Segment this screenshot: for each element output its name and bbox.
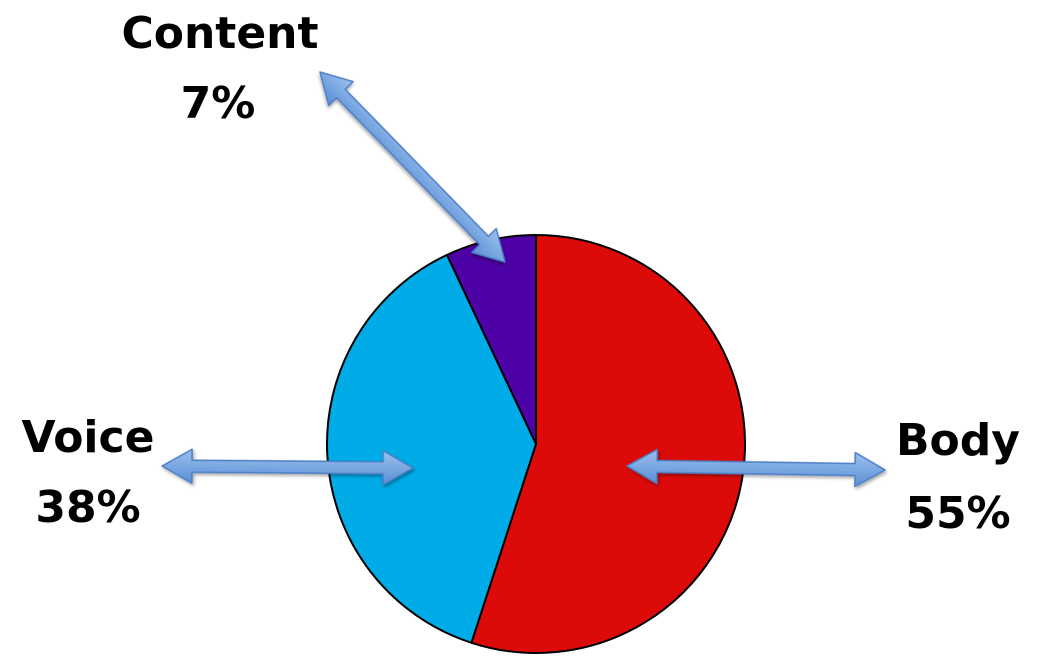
- callout-arrows: [161, 71, 886, 488]
- arrow-body: [626, 448, 886, 488]
- pie-slices: [326, 234, 746, 654]
- slice-value-body: 55%: [905, 488, 1010, 539]
- pie-slice-body: [470, 234, 746, 654]
- slice-value-content: 7%: [181, 78, 256, 129]
- slice-label-body: Body: [896, 415, 1020, 466]
- pie-slice-voice: [326, 253, 537, 644]
- slice-value-voice: 38%: [35, 482, 140, 533]
- slice-label-content: Content: [121, 8, 318, 59]
- slice-label-voice: Voice: [22, 412, 155, 463]
- arrow-voice: [161, 448, 414, 486]
- arrow-content: [319, 71, 506, 263]
